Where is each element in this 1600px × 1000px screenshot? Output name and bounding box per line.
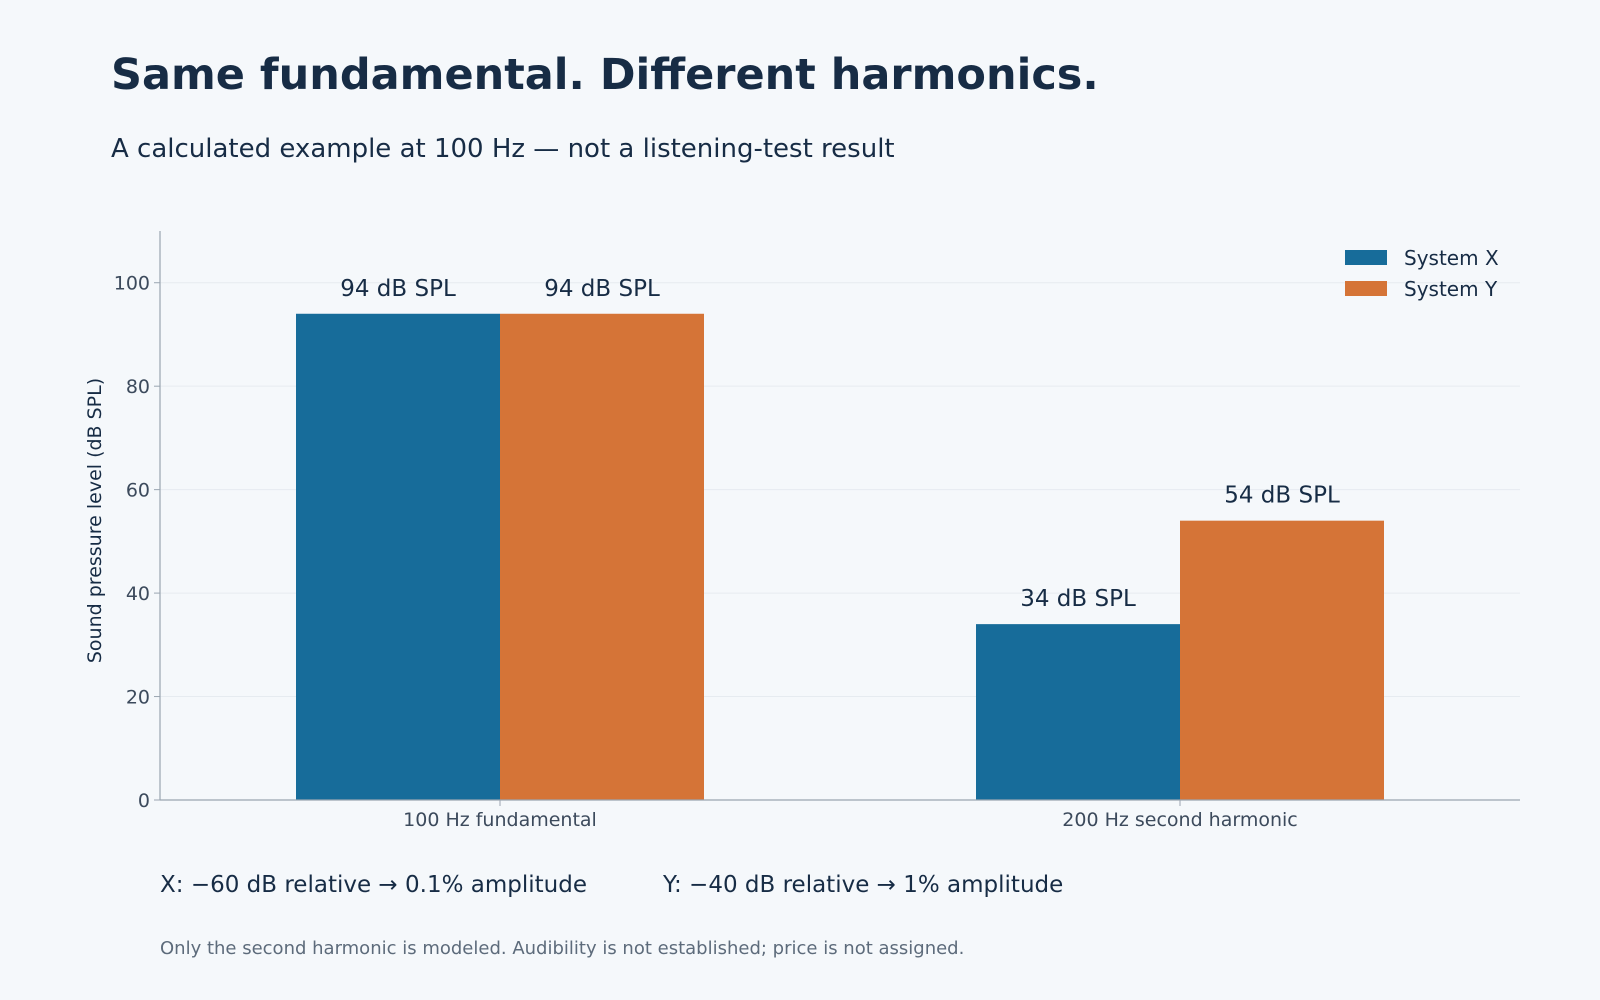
callout-system-x: X: −60 dB relative → 0.1% amplitude bbox=[160, 872, 587, 898]
x-tick-label: 200 Hz second harmonic bbox=[1062, 809, 1297, 831]
bar-system-x bbox=[976, 624, 1180, 800]
y-axis-label: Sound pressure level (dB SPL) bbox=[84, 378, 106, 663]
y-tick-label: 20 bbox=[126, 687, 150, 709]
x-tick-label: 100 Hz fundamental bbox=[403, 809, 597, 831]
legend-label: System X bbox=[1404, 246, 1499, 270]
bar-system-y bbox=[1180, 520, 1384, 800]
bar-value-label: 94 dB SPL bbox=[544, 276, 660, 302]
chart-title: Same fundamental. Different harmonics. bbox=[111, 50, 1099, 100]
bar-value-label: 34 dB SPL bbox=[1020, 586, 1136, 612]
bar-system-y bbox=[500, 313, 704, 800]
y-tick-label: 40 bbox=[126, 583, 150, 605]
footnote: Only the second harmonic is modeled. Aud… bbox=[160, 938, 965, 959]
chart-subtitle: A calculated example at 100 Hz — not a l… bbox=[111, 134, 895, 164]
bar-value-label: 94 dB SPL bbox=[340, 276, 456, 302]
callout-system-y: Y: −40 dB relative → 1% amplitude bbox=[663, 872, 1064, 898]
legend-swatch bbox=[1345, 250, 1387, 265]
y-tick-label: 100 bbox=[114, 273, 150, 295]
legend: System X System Y bbox=[1345, 246, 1499, 301]
bar-value-label: 54 dB SPL bbox=[1224, 483, 1340, 509]
axes: 0 20 40 60 80 100 100 Hz fundamental 200 Hz sec… bbox=[84, 231, 1520, 831]
data-labels: 94 dB SPL 94 dB SPL 34 dB SPL 54 dB SPL bbox=[340, 276, 1340, 612]
legend-swatch bbox=[1345, 281, 1387, 296]
bars bbox=[296, 313, 1384, 800]
y-tick-label: 0 bbox=[138, 790, 150, 812]
y-tick-label: 60 bbox=[126, 480, 150, 502]
bar-system-x bbox=[296, 313, 500, 800]
y-tick-label: 80 bbox=[126, 376, 150, 398]
legend-label: System Y bbox=[1404, 277, 1498, 301]
